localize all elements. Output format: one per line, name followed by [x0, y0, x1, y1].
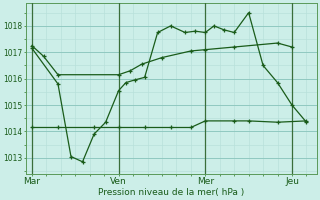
X-axis label: Pression niveau de la mer( hPa ): Pression niveau de la mer( hPa ) — [98, 188, 244, 197]
